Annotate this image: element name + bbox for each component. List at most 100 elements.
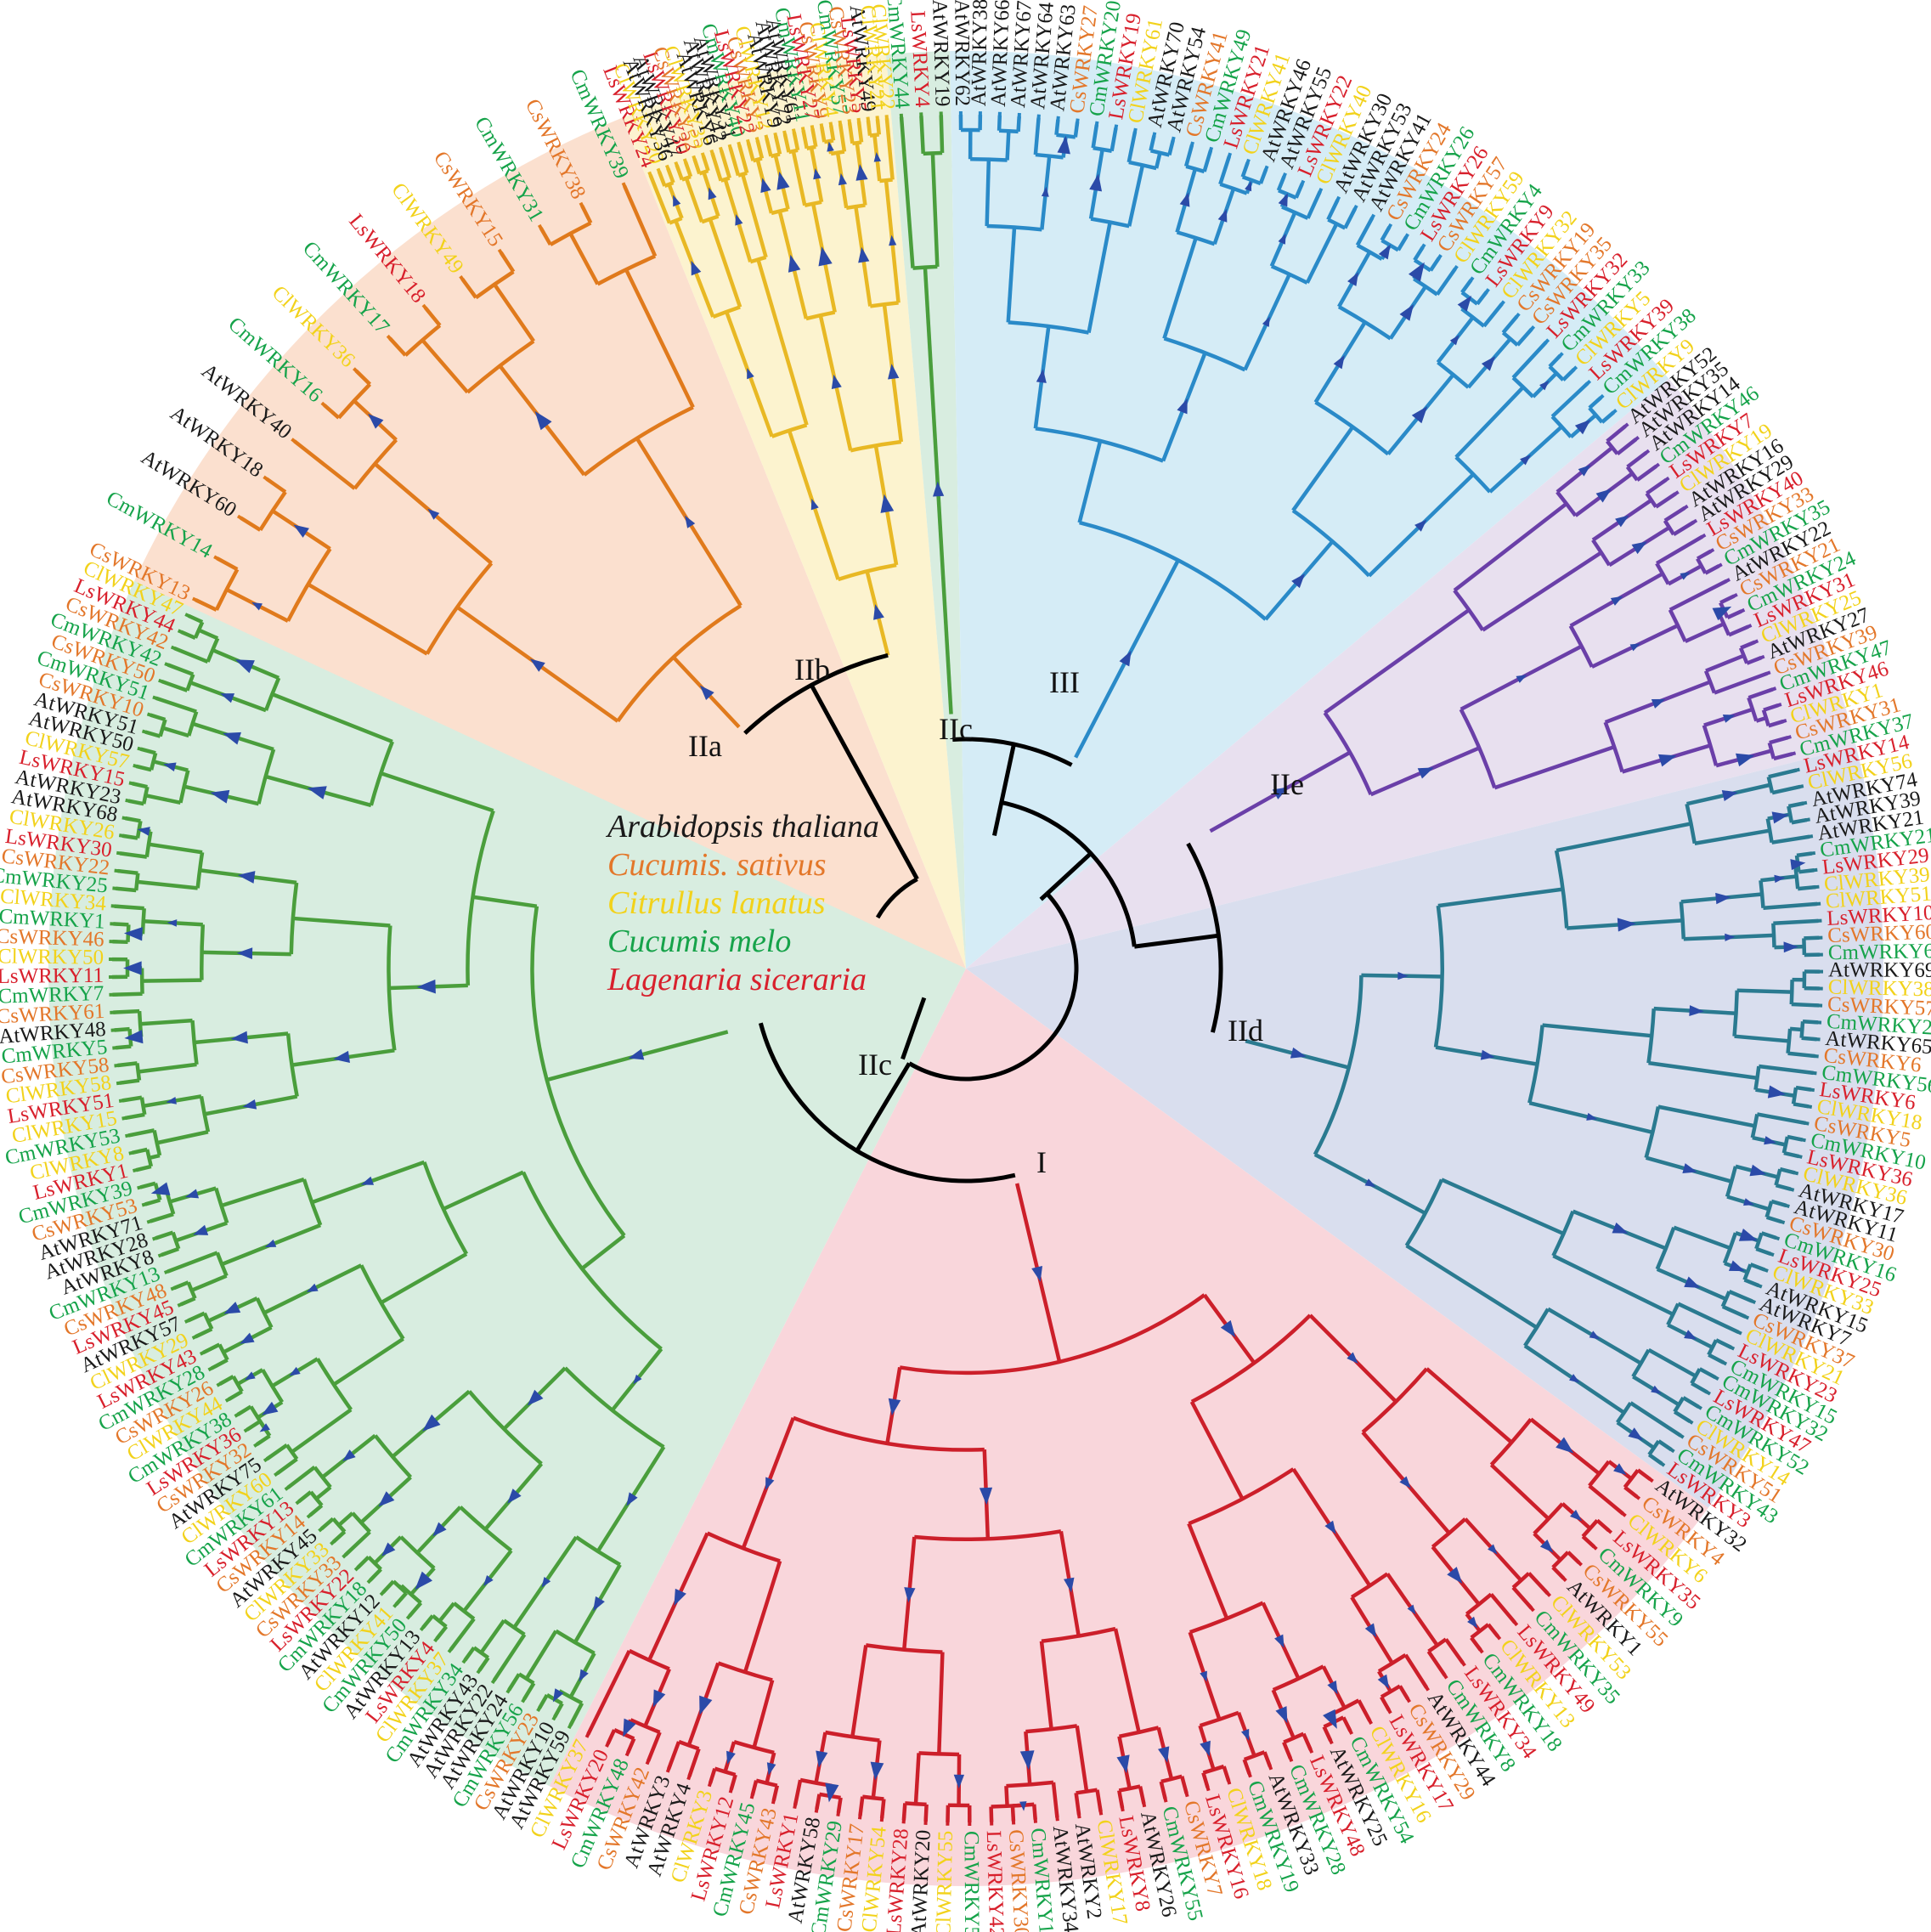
bootstrap-marker [1378,244,1391,260]
bootstrap-marker [1019,1801,1027,1811]
bootstrap-marker [293,524,309,538]
leaf-label: ClWRKY55 [932,1830,957,1932]
bootstrap-marker [1764,1136,1776,1145]
bootstrap-marker [1628,1427,1644,1441]
bootstrap-marker [1595,489,1612,503]
bootstrap-marker [427,508,440,520]
leaf-label: CsWRKY30 [1004,1829,1033,1932]
clade-labels: IIa IIb IIc III IIe IId I IIc [688,652,1304,1179]
bootstrap-marker [1736,753,1755,767]
bootstrap-marker [870,1761,884,1781]
bootstrap-marker [1290,1047,1307,1059]
bootstrap-marker [1278,193,1288,207]
bootstrap-marker [1364,1623,1377,1638]
leaf-label: CsWRKY46 [0,925,104,952]
bootstrap-marker [1589,1330,1601,1340]
bootstrap-marker [432,1522,447,1537]
bootstrap-marker [307,786,327,799]
bootstrap-marker [633,1374,642,1385]
leaf-label: AtWRKY66 [987,0,1014,107]
bootstrap-marker [1291,573,1306,589]
bootstrap-marker [652,1689,666,1708]
bootstrap-marker [507,1489,522,1504]
legend-item-lagenaria-siceraria: Lagenaria siceraria [607,962,867,997]
bootstrap-marker [1333,355,1345,370]
bootstrap-marker [888,364,900,380]
bootstrap-marker [422,1414,441,1432]
bootstrap-marker [889,234,897,246]
leaf-label: LsWRKY4 [906,10,934,109]
bootstrap-marker [1262,316,1270,327]
bootstrap-marker [333,1050,350,1063]
bootstrap-marker [1399,304,1414,321]
bootstrap-marker [1629,643,1640,652]
bootstrap-marker [1347,1352,1358,1364]
bootstrap-marker [933,481,945,497]
bootstrap-marker [673,195,681,207]
legend-item-citrullus-lanatus: Citrullus lanatus [607,885,826,921]
bootstrap-marker [1488,1544,1498,1555]
clade-sector [950,50,1669,969]
bootstrap-marker [1240,1728,1250,1741]
bootstrap-marker [880,494,895,513]
bootstrap-marker [827,141,834,152]
bootstrap-marker [1615,515,1629,528]
bootstrap-marker [261,1401,279,1415]
bootstrap-marker [1712,606,1732,621]
bootstrap-marker [979,1487,993,1505]
bootstrap-marker [360,1176,375,1185]
bootstrap-marker [150,1182,171,1195]
legend-item-arabidopsis: Arabidopsis thaliana [605,809,879,845]
tree-backbone [743,652,1223,1183]
clade-label: IIc [858,1048,892,1082]
bootstrap-marker [306,1283,319,1292]
bootstrap-marker [1631,541,1647,555]
bootstrap-marker [735,214,743,226]
leaf-label: AtWRKY19 [928,0,954,107]
legend-item-cucumis-sativus: Cucumis. sativus [607,847,827,883]
bootstrap-marker [858,246,870,263]
bootstrap-marker [626,1492,638,1506]
bootstrap-marker [230,1031,248,1044]
bootstrap-marker [1217,208,1228,223]
bootstrap-marker [264,1239,277,1247]
bootstrap-marker [1684,1276,1701,1288]
bootstrap-marker [766,1762,776,1776]
bootstrap-marker [708,187,717,201]
bootstrap-marker [166,1096,177,1104]
bootstrap-marker [1408,262,1425,282]
leaf-label: CsWRKY61 [0,1000,105,1029]
leaf-label: AtWRKY20 [907,1829,935,1932]
bootstrap-marker [685,515,696,528]
bootstrap-marker [184,1189,200,1199]
bootstrap-marker [242,1099,257,1110]
bootstrap-marker [167,919,178,927]
clade-label: IIa [688,729,722,763]
clade-sector [549,969,1708,1886]
bootstrap-marker [904,1587,916,1603]
clade-label: IId [1228,1014,1263,1048]
clade-sector [127,117,966,969]
bootstrap-marker [1177,398,1188,415]
bootstrap-marker [541,1576,551,1588]
bootstrap-marker [1278,233,1286,245]
bootstrap-marker [1245,181,1252,192]
bootstrap-marker [1617,918,1636,932]
bootstrap-marker [289,1366,301,1376]
bootstrap-marker [953,1774,965,1789]
bootstrap-marker [1467,1616,1478,1629]
bootstrap-marker [1728,1260,1745,1272]
bootstrap-marker [123,927,143,941]
bootstrap-marker [1783,941,1798,953]
leaf-label: CmWRKY7 [0,982,104,1008]
bootstrap-markers [123,135,1806,1811]
leaf-label: AtWRKY69 [1828,958,1931,981]
bootstrap-marker [1725,933,1736,941]
bootstrap-marker [1570,1509,1583,1522]
bootstrap-marker [1411,406,1428,424]
bootstrap-marker [1200,1740,1211,1757]
bootstrap-marker [124,1030,144,1044]
bootstrap-marker [1586,1112,1598,1121]
bootstrap-marker [1651,698,1666,709]
